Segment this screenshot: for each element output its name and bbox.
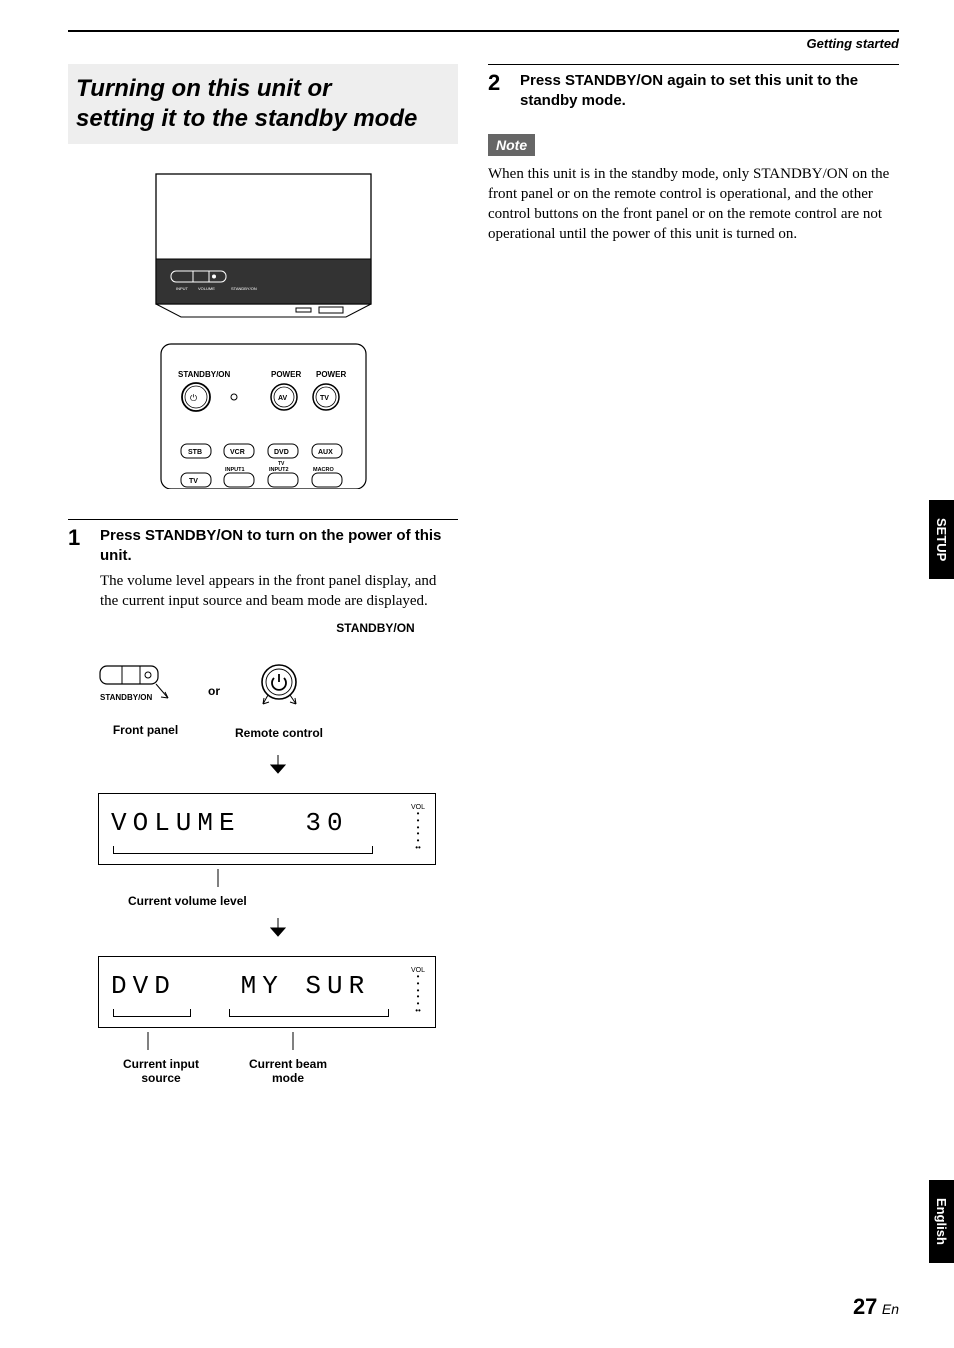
or-label: or [208,684,220,698]
svg-text:VOLUME: VOLUME [198,286,215,291]
step-2-heading: Press STANDBY/ON again to set this unit … [520,71,899,112]
section-title-line1: Turning on this unit or [76,75,332,102]
svg-text:STANDBY/ON: STANDBY/ON [178,370,231,379]
svg-text:INPUT2: INPUT2 [269,467,289,473]
lcd-1-vol-indicator: VOL ••••••• [411,804,425,852]
lcd-1-callout-label: Current volume level [128,894,458,908]
svg-text:VCR: VCR [230,449,245,456]
note-text: When this unit is in the standby mode, o… [488,164,899,245]
lcd-1-text: VOLUME 30 [111,808,349,838]
svg-text:STANDBY/ON: STANDBY/ON [100,693,153,702]
lcd-2-vol-indicator: VOL ••••••• [411,967,425,1015]
front-panel-label: Front panel [98,723,193,737]
svg-text:DVD: DVD [274,449,289,456]
svg-text:AUX: AUX [318,449,333,456]
device-illustration: INPUT VOLUME STANDBY/ON [151,169,376,319]
step-1-heading: Press STANDBY/ON to turn on the power of… [100,526,458,567]
lcd-2-callout-left: Current input source [123,1057,199,1086]
lcd-2-callout-lines [98,1032,436,1052]
lcd-display-2: DVD MY SUR VOL ••••••• [98,956,436,1028]
svg-text:POWER: POWER [271,370,301,379]
svg-text:INPUT1: INPUT1 [225,467,245,473]
svg-text:INPUT: INPUT [176,286,189,291]
step1-rule [68,519,458,520]
remote-control-box: Remote control [235,660,323,740]
remote-control-label: Remote control [235,726,323,740]
step-2-number: 2 [488,71,506,116]
page-number: 27 En [853,1294,899,1320]
down-arrow-1 [98,755,458,783]
left-column: Turning on this unit or setting it to th… [68,64,458,1086]
page-number-lang: En [882,1301,899,1317]
section-title-line2: setting it to the standby mode [76,105,417,132]
step-1-number: 1 [68,526,86,611]
step-1: 1 Press STANDBY/ON to turn on the power … [68,526,458,611]
lcd-1-vol-dots: ••••••• [411,811,425,852]
down-arrow-2 [98,918,458,946]
lcd-2-callout-right: Current beam mode [249,1057,327,1086]
lcd-2-callout-row: Current input source Current beam mode [123,1057,458,1086]
top-rule [68,30,899,32]
lcd-2-text: DVD MY SUR [111,971,370,1001]
lcd-2-callout-right-l2: mode [272,1071,304,1085]
svg-text:POWER: POWER [316,370,346,379]
right-column: 2 Press STANDBY/ON again to set this uni… [488,64,899,1086]
step2-rule [488,64,899,65]
step-1-paragraph: The volume level appears in the front pa… [100,571,458,612]
remote-illustration: STANDBY/ON ⏻ POWER POWER AV TV STB VCR D… [156,339,371,489]
note-badge: Note [488,134,535,156]
lcd-2-callout-left-l2: source [141,1071,180,1085]
front-panel-box: STANDBY/ON Front panel [98,664,193,737]
section-title: Turning on this unit or setting it to th… [76,74,446,134]
front-panel-remote-row: STANDBY/ON Front panel or Remote control [98,660,458,740]
svg-text:STB: STB [188,449,202,456]
lcd-2-vol-dots: ••••••• [411,974,425,1015]
svg-text:⏻: ⏻ [190,393,197,403]
standby-on-label-top: STANDBY/ON [293,621,458,635]
side-tab-setup: SETUP [929,500,954,579]
front-panel-button-icon: STANDBY/ON [98,664,193,706]
step-2: 2 Press STANDBY/ON again to set this uni… [488,71,899,116]
lcd-2-callout-left-l1: Current input [123,1057,199,1071]
svg-text:MACRO: MACRO [313,467,334,473]
section-title-box: Turning on this unit or setting it to th… [68,64,458,144]
page-number-value: 27 [853,1294,877,1319]
remote-standby-button-icon [252,660,307,715]
svg-text:AV: AV [278,395,288,402]
svg-text:TV: TV [189,478,198,485]
lcd-1-callout-line [98,869,436,889]
svg-text:STANDBY/ON: STANDBY/ON [231,286,257,291]
side-tab-english: English [929,1180,954,1263]
svg-text:TV: TV [320,395,329,402]
lcd-display-1: VOLUME 30 VOL ••••••• [98,793,436,865]
lcd-2-callout-right-l1: Current beam [249,1057,327,1071]
header-section-label: Getting started [68,36,899,54]
